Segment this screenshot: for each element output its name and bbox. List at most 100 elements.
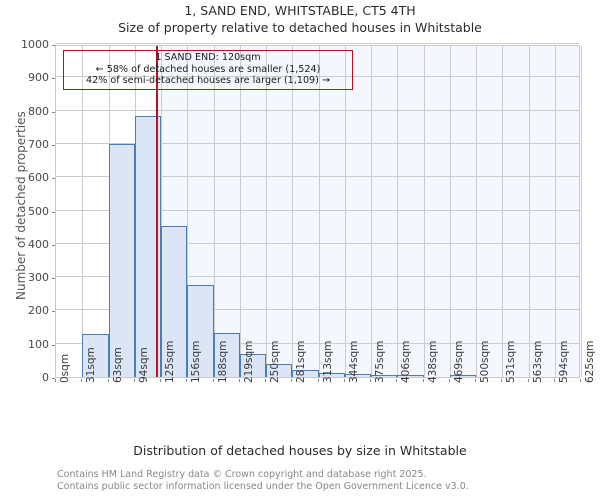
histogram-bar [318, 373, 345, 377]
y-axis-tick-label: 400 [28, 237, 49, 251]
y-axis-tick-label: 200 [28, 304, 49, 318]
x-axis-tick-label: 0sqm [59, 353, 71, 383]
x-axis-tick-label: 531sqm [505, 340, 518, 383]
histogram-bar [397, 375, 424, 377]
histogram-bar [108, 143, 135, 377]
grid-line-horizontal [56, 342, 579, 344]
grid-line-vertical [449, 46, 451, 377]
histogram-bar [213, 332, 240, 377]
grid-line-vertical [344, 46, 346, 377]
x-axis-tick-label: 438sqm [426, 340, 439, 383]
x-axis-tick-mark [580, 379, 581, 382]
grid-line-vertical [502, 46, 504, 377]
histogram-bar [187, 285, 214, 377]
annotation-box: 1 SAND END: 120sqm ← 58% of detached hou… [63, 50, 353, 90]
x-axis-tick-mark [343, 379, 345, 382]
y-axis-tick-label: 800 [28, 104, 49, 118]
y-axis-tick-label: 100 [28, 337, 49, 351]
histogram-bar [344, 373, 371, 377]
grid-line-vertical [239, 46, 241, 377]
grid-line-horizontal [56, 76, 579, 78]
x-axis-tick-label: 94sqm [137, 347, 150, 383]
y-axis-tick-mark [52, 111, 55, 113]
y-axis-tick-mark [52, 211, 55, 213]
histogram-bar [266, 364, 293, 377]
x-axis-tick-label: 594sqm [557, 340, 570, 383]
x-axis-tick-mark [265, 379, 266, 382]
x-axis-tick-label: 250sqm [269, 340, 281, 383]
histogram-bar [371, 375, 398, 377]
chart-title: 1, SAND END, WHITSTABLE, CT5 4TH [184, 3, 416, 18]
annotation-line-3: 42% of semi-detached houses are larger (… [86, 75, 330, 87]
y-axis-tick-label: 1000 [21, 38, 49, 51]
footer-line-2: Contains public sector information licen… [57, 480, 469, 492]
property-marker-line [155, 46, 158, 377]
x-axis-tick-mark [291, 379, 293, 382]
y-axis-tick-mark [52, 344, 55, 346]
x-axis-tick-mark [475, 379, 476, 382]
x-axis-tick-label: 344sqm [347, 340, 360, 383]
histogram-bar [239, 353, 266, 377]
x-axis-tick-label: 281sqm [295, 340, 308, 383]
grid-line-horizontal [56, 176, 579, 178]
x-axis-tick-mark [448, 379, 450, 382]
grid-line-vertical [213, 46, 215, 377]
y-axis-tick-label: 600 [28, 171, 49, 185]
grid-line-vertical [397, 46, 399, 377]
grid-line-vertical [266, 46, 267, 377]
annotation-line-1: 1 SAND END: 120sqm [155, 52, 261, 63]
y-axis-tick-mark [52, 278, 55, 280]
footer-line-1: Contains HM Land Registry data © Crown c… [57, 469, 427, 480]
x-axis-tick-label: 563sqm [531, 340, 544, 383]
x-axis-tick-mark [422, 379, 424, 382]
grid-line-vertical [318, 46, 320, 377]
x-axis-tick-mark [133, 379, 135, 382]
x-axis-tick-label: 156sqm [190, 340, 203, 383]
grid-line-vertical [528, 46, 530, 377]
x-axis-tick-label: 500sqm [479, 340, 491, 383]
x-axis-tick-mark [55, 379, 56, 382]
y-axis-tick-label: 0 [42, 371, 49, 384]
x-axis-label: Distribution of detached houses by size … [133, 443, 467, 458]
y-axis-tick-mark [52, 144, 55, 146]
grid-line-vertical [581, 46, 582, 377]
footer-attribution: Contains HM Land Registry data © Crown c… [57, 469, 469, 492]
x-axis-tick-label: 63sqm [111, 347, 124, 383]
x-axis-tick-label: 219sqm [242, 340, 255, 383]
y-axis-tick-label: 700 [28, 137, 49, 151]
x-axis-tick-label: 469sqm [452, 340, 465, 383]
x-axis-tick-mark [396, 379, 398, 382]
y-axis-tick-mark [52, 78, 55, 80]
grid-line-horizontal [56, 242, 579, 244]
x-axis-tick-label: 375sqm [374, 340, 386, 383]
histogram-bar [82, 334, 109, 377]
histogram-bar [449, 375, 476, 377]
histogram-bar [161, 226, 188, 377]
grid-line-horizontal [56, 309, 579, 311]
x-axis-tick-mark [212, 379, 214, 382]
grid-line-vertical [161, 46, 162, 377]
x-axis-tick-mark [238, 379, 240, 382]
x-axis-tick-mark [160, 379, 161, 382]
grid-line-vertical [292, 46, 294, 377]
x-axis-tick-mark [501, 379, 503, 382]
y-axis-tick-label: 300 [28, 271, 49, 285]
x-axis-tick-mark [107, 379, 109, 382]
x-axis-tick-label: 406sqm [400, 340, 413, 383]
grid-line-horizontal [56, 109, 579, 111]
y-axis-tick-mark [52, 178, 55, 180]
grid-line-horizontal [56, 276, 579, 278]
x-axis-tick-label: 125sqm [164, 340, 176, 383]
x-axis-tick-label: 188sqm [216, 340, 229, 383]
grid-line-horizontal [56, 209, 579, 211]
grid-line-vertical [187, 46, 189, 377]
annotation-line-2: ← 58% of detached houses are smaller (1,… [95, 63, 321, 75]
y-axis-tick-mark [52, 378, 55, 379]
y-axis-tick-label: 900 [28, 71, 49, 85]
x-axis-tick-label: 625sqm [584, 340, 596, 383]
x-axis-tick-mark [553, 379, 555, 382]
x-axis-tick-label: 313sqm [321, 340, 334, 383]
x-axis-tick-mark [370, 379, 371, 382]
x-axis-tick-label: 31sqm [85, 347, 98, 383]
